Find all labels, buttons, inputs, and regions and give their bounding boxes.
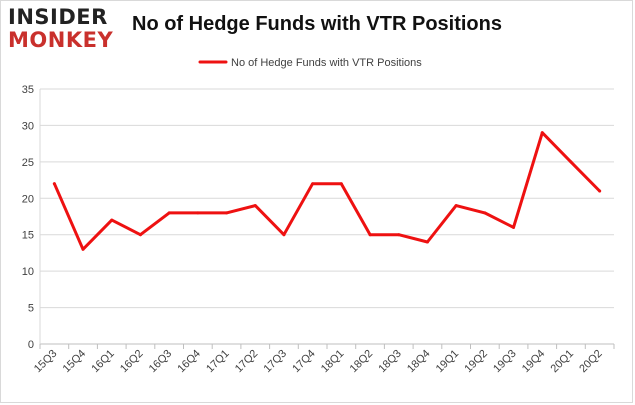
x-tick-label: 15Q3	[32, 348, 60, 376]
x-tick-label: 17Q4	[290, 348, 318, 376]
x-tick-label: 15Q4	[61, 348, 89, 376]
x-tick-label: 16Q1	[89, 348, 117, 376]
y-tick-label: 25	[22, 157, 34, 169]
x-tick-label: 16Q2	[118, 348, 146, 376]
data-point	[425, 240, 429, 244]
legend-label: No of Hedge Funds with VTR Positions	[231, 57, 422, 69]
data-point	[483, 211, 487, 215]
x-tick-label: 17Q3	[262, 348, 290, 376]
x-tick-label: 16Q3	[147, 348, 175, 376]
insider-monkey-logo: INSIDER MONKEY	[8, 4, 116, 52]
data-point	[167, 211, 171, 215]
data-point	[253, 204, 257, 208]
x-tick-label: 16Q4	[175, 348, 203, 376]
logo-line-1: INSIDER	[8, 5, 108, 29]
data-point	[110, 218, 114, 222]
x-tick-labels: 15Q3 15Q4 16Q1 16Q2 16Q3 16Q4 17Q1 17Q2 17Q3 17Q4…	[32, 348, 605, 376]
gridlines	[40, 88, 614, 309]
x-tick-label: 19Q1	[434, 348, 462, 376]
data-point	[52, 182, 56, 186]
x-tick-label: 17Q1	[204, 348, 232, 376]
data-point	[282, 233, 286, 237]
x-tick-label: 18Q1	[319, 348, 347, 376]
data-point	[225, 211, 229, 215]
y-tick-label: 20	[22, 193, 34, 205]
x-tick-label: 18Q3	[376, 348, 404, 376]
data-point	[454, 204, 458, 208]
x-tick-label: 17Q2	[233, 348, 261, 376]
data-point	[368, 233, 372, 237]
legend: No of Hedge Funds with VTR Positions	[198, 57, 422, 69]
y-tick-label: 15	[22, 230, 34, 242]
data-point	[138, 233, 142, 237]
series-line	[52, 131, 602, 251]
data-point	[569, 160, 573, 164]
data-point	[311, 182, 315, 186]
data-point	[196, 211, 200, 215]
x-tick-label: 19Q4	[520, 348, 548, 376]
data-point	[397, 233, 401, 237]
y-tick-label: 35	[22, 84, 34, 96]
y-tick-label: 0	[28, 339, 34, 351]
chart-title: No of Hedge Funds with VTR Positions	[132, 13, 502, 35]
data-point	[512, 225, 516, 229]
y-tick-labels: 0 5 10 15 20 25 30 35	[22, 84, 34, 351]
y-tick-label: 30	[22, 120, 34, 132]
logo-line-2: MONKEY	[8, 28, 114, 52]
series	[52, 131, 602, 251]
data-point	[540, 131, 544, 135]
data-point	[598, 189, 602, 193]
x-tick-label: 18Q4	[405, 348, 433, 376]
x-tick-label: 20Q2	[577, 348, 605, 376]
data-point	[339, 182, 343, 186]
x-tick-label: 19Q2	[462, 348, 490, 376]
y-tick-label: 10	[22, 266, 34, 278]
data-point	[81, 247, 85, 251]
axes	[39, 89, 615, 349]
y-tick-label: 5	[28, 303, 34, 315]
x-tick-label: 18Q2	[348, 348, 376, 376]
x-tick-label: 20Q1	[549, 348, 577, 376]
x-tick-label: 19Q3	[491, 348, 519, 376]
